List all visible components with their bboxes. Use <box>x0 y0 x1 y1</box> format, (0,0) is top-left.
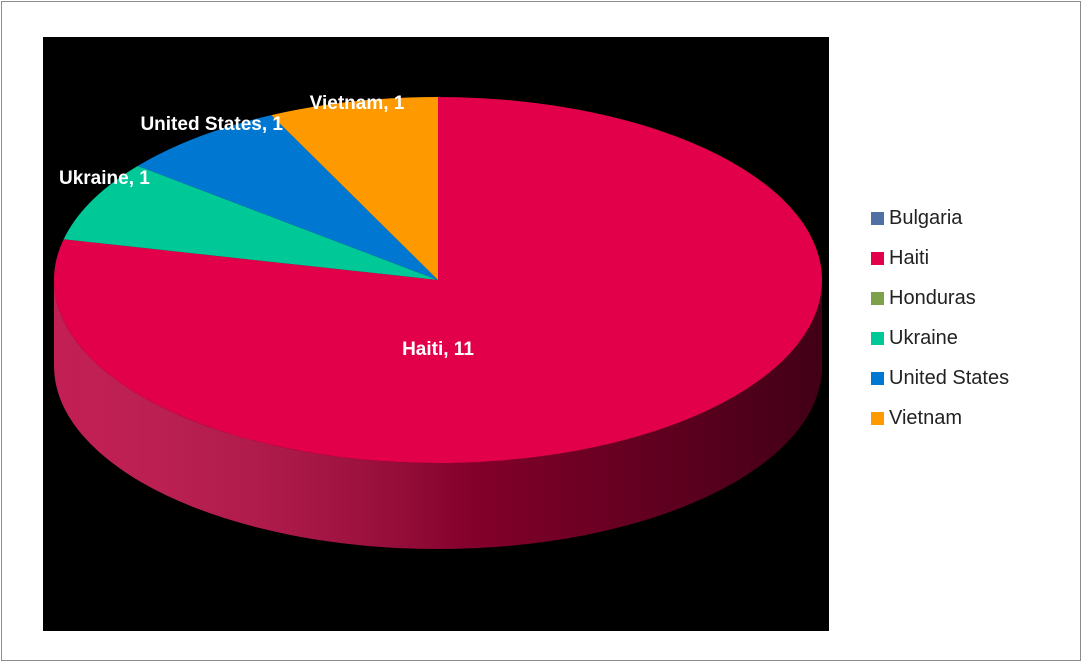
legend: Bulgaria Haiti Honduras Ukraine United State… <box>871 198 1071 438</box>
legend-item-vietnam: Vietnam <box>871 398 1071 438</box>
legend-swatch <box>871 371 884 385</box>
pie-labels: Haiti, 11 Ukraine, 1 United States, 1 Vietn… <box>59 93 474 360</box>
legend-swatch <box>871 331 884 345</box>
pie-sides <box>54 280 822 549</box>
data-label-united-states: United States, 1 <box>140 114 283 135</box>
data-label-ukraine: Ukraine, 1 <box>59 168 150 189</box>
legend-label: Honduras <box>889 286 976 309</box>
pie-slice-haiti <box>53 97 823 463</box>
pie-top <box>53 97 823 463</box>
legend-swatch <box>871 211 884 225</box>
legend-label: Ukraine <box>889 326 958 349</box>
legend-swatch <box>871 291 884 305</box>
legend-item-haiti: Haiti <box>871 238 1071 278</box>
legend-item-bulgaria: Bulgaria <box>871 198 1071 238</box>
data-label-haiti: Haiti, 11 <box>402 339 474 360</box>
pie-slice-vietnam <box>271 97 438 280</box>
legend-label: Bulgaria <box>889 206 963 229</box>
pie-side-shade-haiti <box>54 280 822 549</box>
pie-slice-ukraine <box>63 165 438 280</box>
data-label-vietnam: Vietnam, 1 <box>310 93 405 114</box>
legend-swatch <box>871 251 884 265</box>
legend-item-ukraine: Ukraine <box>871 318 1071 358</box>
legend-label: Vietnam <box>889 406 963 429</box>
legend-item-honduras: Honduras <box>871 278 1071 318</box>
legend-item-united-states: United States <box>871 358 1071 398</box>
legend-label: United States <box>889 366 1010 389</box>
legend-label: Haiti <box>889 246 930 269</box>
legend-swatch <box>871 411 884 425</box>
pie-slice-united-states <box>137 115 438 280</box>
